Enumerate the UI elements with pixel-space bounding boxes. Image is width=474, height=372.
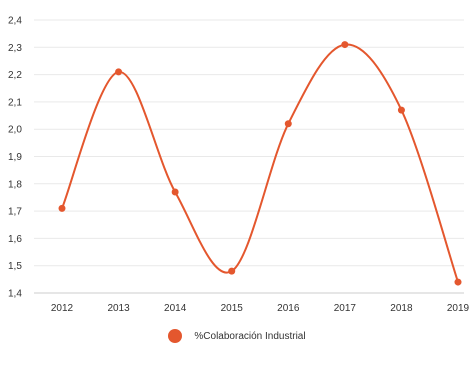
x-tick-label: 2017: [334, 303, 357, 314]
y-tick-label: 1,7: [8, 207, 22, 218]
grid-lines: [34, 19, 464, 294]
data-point: [454, 278, 462, 286]
y-tick-label: 2,4: [8, 16, 22, 27]
data-point: [284, 120, 292, 128]
y-tick-label: 2,3: [8, 43, 22, 54]
data-point: [228, 267, 236, 275]
legend: %Colaboración Industrial: [0, 327, 474, 345]
data-point: [115, 68, 123, 76]
data-points: [58, 41, 462, 286]
data-point: [58, 204, 66, 212]
x-tick-label: 2014: [164, 303, 187, 314]
y-tick-label: 1,6: [8, 234, 22, 245]
x-axis: 2012 2013 2014 2015 2016 2017 2018 2019: [51, 303, 470, 314]
y-axis: 1,4 1,5 1,6 1,7 1,8 1,9 2,0 2,1 2,2 2,3 2,4: [8, 16, 22, 300]
y-tick-label: 1,4: [8, 289, 22, 300]
data-point: [397, 106, 405, 114]
y-tick-label: 2,1: [8, 97, 22, 108]
y-tick-label: 2,2: [8, 70, 22, 81]
y-tick-label: 1,9: [8, 152, 22, 163]
legend-swatch: [168, 329, 183, 343]
x-tick-label: 2015: [221, 303, 244, 314]
x-tick-label: 2019: [447, 303, 470, 314]
x-tick-label: 2013: [107, 303, 130, 314]
y-tick-label: 2,0: [8, 125, 22, 136]
series-line: [61, 43, 459, 283]
x-tick-label: 2016: [277, 303, 300, 314]
x-tick-label: 2018: [390, 303, 413, 314]
data-point: [341, 41, 349, 49]
y-tick-label: 1,8: [8, 179, 22, 190]
data-point: [171, 188, 179, 196]
legend-label: %Colaboración Industrial: [194, 330, 306, 342]
y-tick-label: 1,5: [8, 261, 22, 272]
x-tick-label: 2012: [51, 303, 74, 314]
